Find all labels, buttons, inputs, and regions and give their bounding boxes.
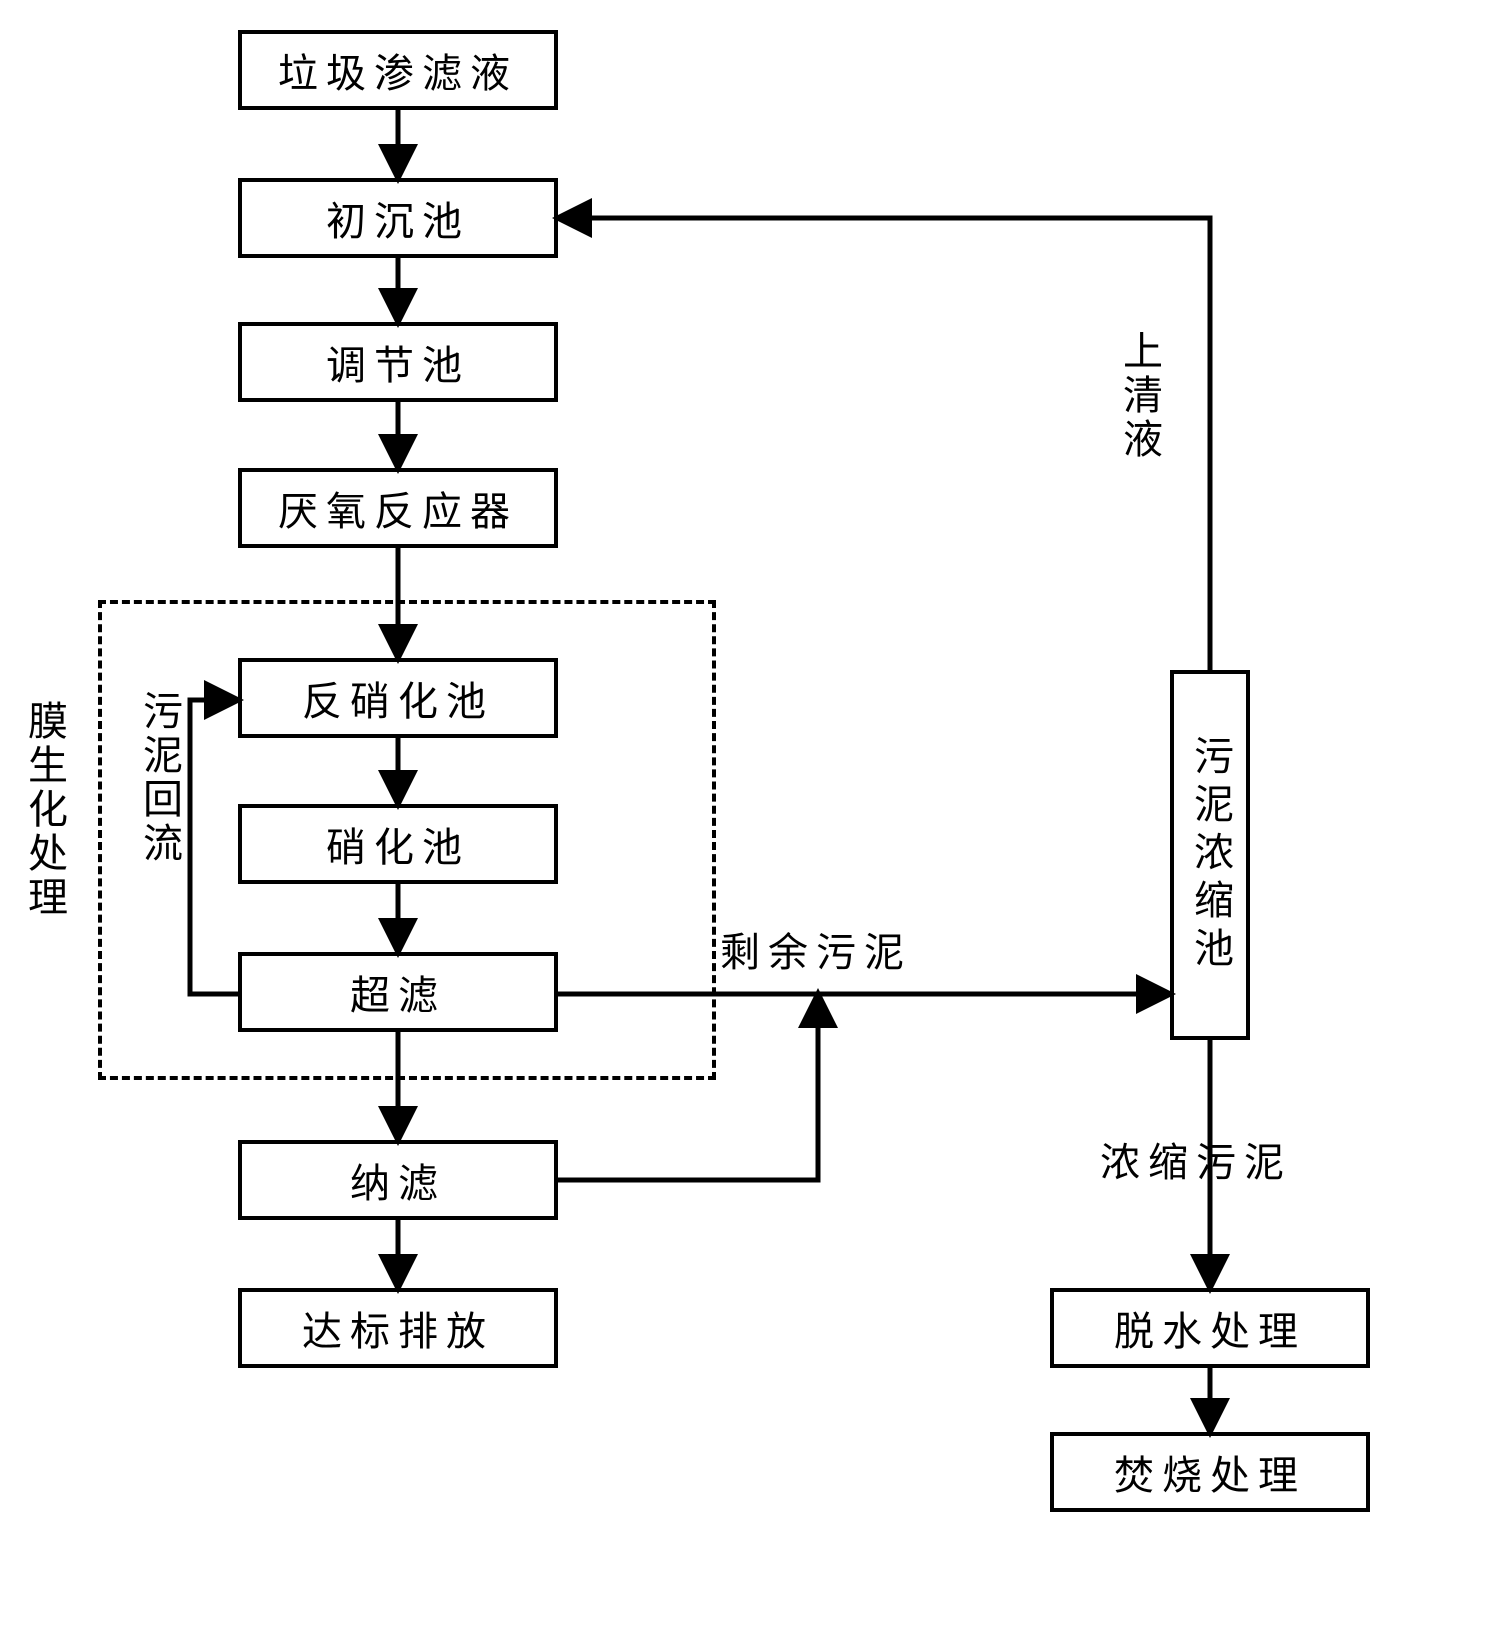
node-label: 焚烧处理 — [1114, 1443, 1306, 1501]
label-text: 浓缩污泥 — [1100, 1140, 1292, 1185]
node-label: 厌氧反应器 — [278, 479, 518, 537]
node-label: 达标排放 — [302, 1299, 494, 1357]
node-sludge-thickener: 污泥浓缩池 — [1170, 670, 1250, 1040]
node-label: 污泥浓缩池 — [1181, 735, 1239, 975]
label-thickened-sludge: 浓缩污泥 — [1100, 1130, 1292, 1188]
node-incineration: 焚烧处理 — [1050, 1432, 1370, 1512]
label-sludge-return: 污泥回流 — [130, 690, 188, 866]
node-label: 调节池 — [326, 333, 470, 391]
node-leachate: 垃圾渗滤液 — [238, 30, 558, 110]
node-label: 纳滤 — [350, 1151, 446, 1209]
mbr-group-box — [98, 600, 716, 1080]
label-supernatant: 上清液 — [1110, 330, 1168, 462]
node-discharge: 达标排放 — [238, 1288, 558, 1368]
label-text: 上清液 — [1117, 330, 1162, 462]
node-label: 初沉池 — [326, 189, 470, 247]
label-text: 膜生化处理 — [22, 700, 67, 920]
node-label: 脱水处理 — [1114, 1299, 1306, 1357]
label-text: 剩余污泥 — [720, 930, 912, 975]
node-nanofiltration: 纳滤 — [238, 1140, 558, 1220]
node-label: 垃圾渗滤液 — [278, 41, 518, 99]
label-mbr: 膜生化处理 — [15, 700, 73, 920]
label-text: 污泥回流 — [137, 690, 182, 866]
node-dewatering: 脱水处理 — [1050, 1288, 1370, 1368]
label-excess-sludge: 剩余污泥 — [720, 920, 912, 978]
node-primary-tank: 初沉池 — [238, 178, 558, 258]
node-anaerobic-reactor: 厌氧反应器 — [238, 468, 558, 548]
node-regulating-tank: 调节池 — [238, 322, 558, 402]
